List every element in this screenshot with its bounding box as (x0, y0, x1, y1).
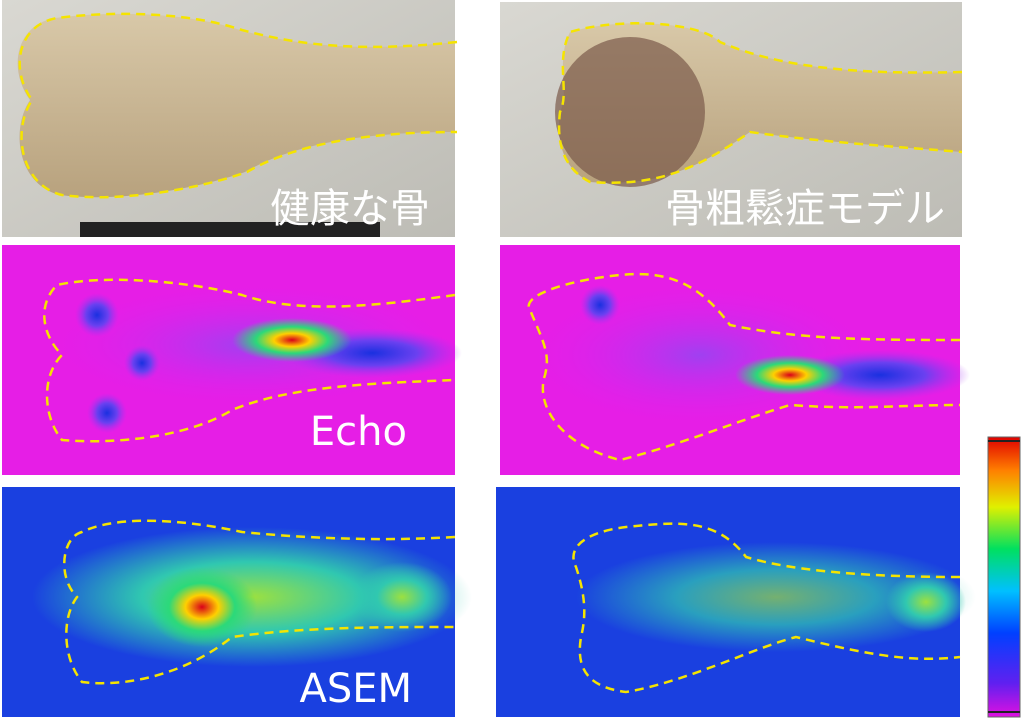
echo-osteoporosis (500, 245, 970, 475)
photo-label: 骨粗鬆症モデル (665, 186, 945, 232)
photo-healthy: 健康な骨 (2, 0, 459, 237)
photo-osteoporosis: 骨粗鬆症モデル (500, 2, 963, 237)
row-label: Echo (310, 409, 407, 455)
echo-healthy: Echo (2, 245, 462, 475)
colorbar (987, 436, 1021, 718)
row-label: ASEM (299, 666, 412, 712)
asem-osteoporosis (496, 487, 976, 717)
photo-label: 健康な骨 (270, 186, 430, 232)
asem-healthy: ASEM (2, 487, 472, 717)
